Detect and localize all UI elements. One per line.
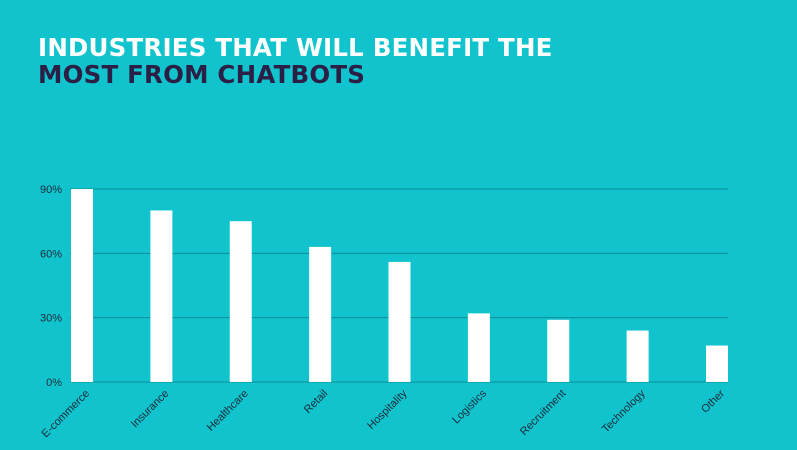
y-tick-label: 0% [46, 377, 62, 389]
bar-technology [626, 330, 649, 382]
y-tick-label: 30% [40, 313, 62, 325]
bar-insurance [150, 210, 173, 382]
chart-title: INDUSTRIES THAT WILL BENEFIT THE MOST FR… [38, 34, 553, 88]
bar-logistics [467, 313, 490, 382]
x-tick-label: Insurance [129, 388, 172, 431]
bar-other [706, 345, 728, 382]
y-tick-label: 60% [40, 248, 62, 260]
x-axis-tick-labels: E-commerce Insurance Healthcare Retail Hospi… [40, 387, 728, 440]
x-tick-label: Recruitment [518, 388, 568, 438]
x-tick-label: Hospitality [365, 387, 410, 432]
x-tick-label: Technology [600, 387, 648, 435]
x-tick-label: Logistics [450, 387, 489, 426]
chart-title-line-1: INDUSTRIES THAT WILL BENEFIT THE [38, 33, 553, 62]
y-tick-label: 90% [40, 184, 62, 196]
bars [71, 189, 728, 382]
bar-e-commerce [71, 189, 93, 382]
bar-recruitment [547, 319, 570, 382]
x-tick-label: Retail [302, 388, 330, 416]
bar-retail [309, 246, 332, 382]
y-axis-tick-labels: 0% 30% 60% 90% [40, 184, 62, 389]
chart-title-line-2: MOST FROM CHATBOTS [38, 60, 366, 89]
bar-healthcare [229, 221, 252, 382]
x-tick-label: E-commerce [40, 388, 93, 441]
x-tick-label: Healthcare [205, 388, 251, 434]
x-tick-label: Other [699, 387, 727, 415]
bar-hospitality [388, 261, 411, 382]
